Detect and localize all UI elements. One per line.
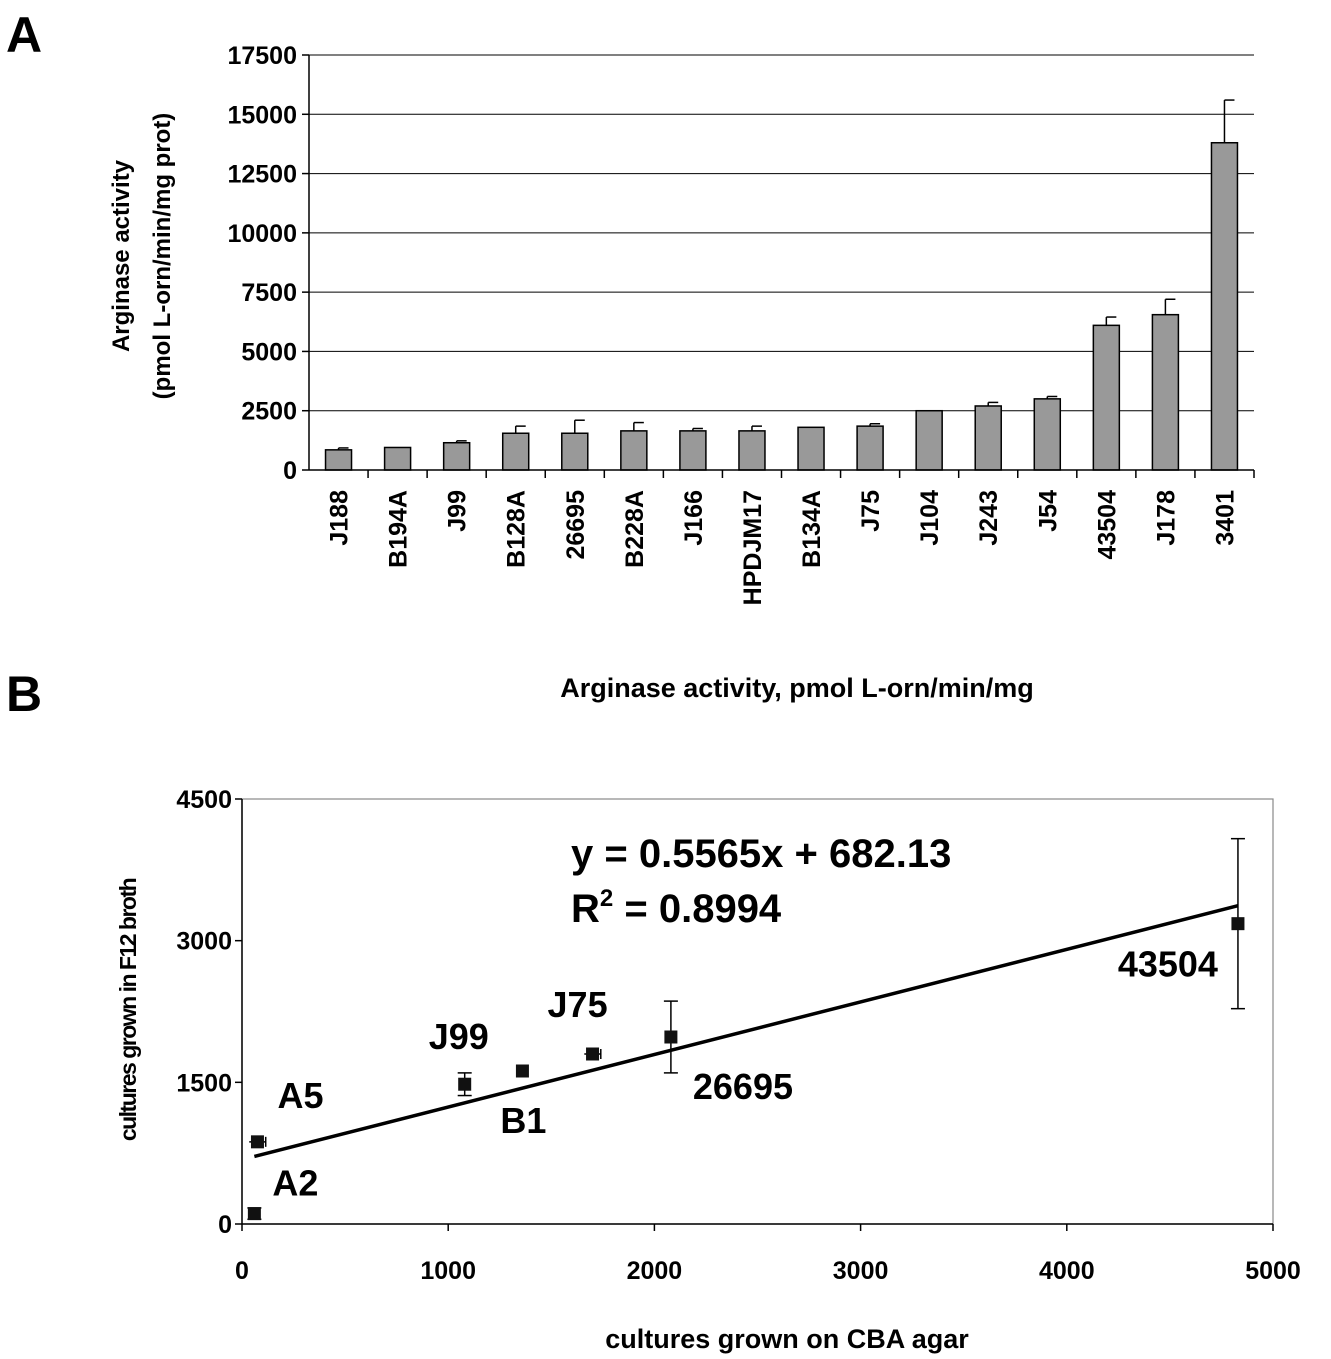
trendline-equation: y = 0.5565x + 682.13 (571, 832, 951, 876)
y-tick-label: 0 (218, 1211, 232, 1239)
scatter-chart: 0 1500 3000 4500 0 1000 2000 3000 4000 5000 A2 A5… (115, 786, 1301, 1354)
x-tick-label: 3401 (1211, 490, 1239, 546)
point-label: J75 (548, 984, 608, 1025)
x-tick-label: J188 (326, 490, 354, 546)
error-bars (337, 99, 1235, 450)
x-tick-label: 3000 (833, 1257, 889, 1285)
point-label: A5 (277, 1075, 323, 1116)
x-tick-label: 5000 (1245, 1257, 1301, 1285)
trendline (253, 904, 1239, 1159)
y-axis-label-line1: Arginase activity (108, 159, 135, 352)
y-tick-label: 0 (283, 457, 297, 485)
x-tick-label: B128A (503, 490, 531, 568)
bar-chart: 0 2500 5000 7500 10000 12500 15000 17500 J188 B1… (108, 42, 1255, 605)
x-tick-label: 0 (235, 1257, 249, 1285)
trendline-line (253, 904, 1239, 1159)
x-tick-label: 4000 (1039, 1257, 1095, 1285)
y-tick-label: 7500 (241, 279, 297, 307)
y-tick-label: 4500 (176, 786, 232, 814)
data-point (1231, 917, 1245, 931)
y-tick-label: 10000 (227, 220, 297, 248)
y-tick-label: 5000 (241, 338, 297, 366)
bar (1210, 141, 1239, 471)
x-tick-labels: J188 B194A J99 B128A 26695 B228A J166 HPDJM17 B1… (326, 490, 1240, 605)
y-tick-label: 3000 (176, 928, 232, 956)
y-tick-label: 1500 (176, 1069, 232, 1097)
x-tick-label: HPDJM17 (739, 490, 767, 605)
x-tick-label: B134A (798, 490, 826, 568)
bar (679, 430, 707, 471)
x-tick-label: J104 (916, 490, 944, 546)
bar (561, 432, 589, 471)
data-point (515, 1064, 529, 1078)
x-tick-label: J75 (857, 490, 885, 532)
bar (383, 446, 412, 471)
data-point (586, 1047, 600, 1061)
x-tick-label: B194A (385, 490, 413, 568)
y-tick-label: 12500 (227, 161, 297, 189)
y-tick-labels: 0 1500 3000 4500 (176, 786, 232, 1239)
x-tick-label: 26695 (562, 490, 590, 560)
r-squared: R2 = 0.8994 (571, 885, 782, 931)
y-tick-labels: 0 2500 5000 7500 10000 12500 15000 17500 (227, 42, 297, 485)
point-label: J99 (429, 1016, 489, 1057)
data-points (247, 917, 1245, 1221)
data-point (247, 1207, 261, 1221)
point-label: B1 (500, 1100, 546, 1141)
panel-b-header: Arginase activity, pmol L-orn/min/mg (560, 673, 1034, 703)
x-tick-label: J243 (975, 490, 1003, 546)
y-gridlines (302, 54, 1255, 478)
x-tick-label: 1000 (420, 1257, 476, 1285)
x-tick-label: J99 (444, 490, 472, 532)
axes (308, 55, 1254, 471)
point-label: 26695 (693, 1066, 793, 1107)
bar (501, 432, 530, 471)
panel-a-letter: A (6, 7, 42, 63)
point-labels: A2 A5 J99 B1 J75 26695 43504 (272, 944, 1218, 1204)
x-tick-label: J166 (680, 490, 708, 546)
x-tick-label: 43504 (1093, 490, 1121, 560)
bar (1033, 398, 1062, 471)
bar (915, 409, 943, 471)
plot-frame (235, 798, 1274, 1231)
bar (797, 426, 825, 471)
y-tick-label: 17500 (227, 42, 297, 70)
bar (1151, 313, 1180, 471)
x-tick-label: J178 (1152, 490, 1180, 546)
bar (324, 449, 353, 471)
bar (974, 405, 1002, 471)
bar (442, 441, 471, 471)
bar (856, 425, 884, 471)
y-tick-label: 15000 (227, 101, 297, 129)
point-label: 43504 (1118, 944, 1218, 985)
x-tick-labels: 0 1000 2000 3000 4000 5000 (235, 1257, 1301, 1285)
bar (738, 430, 766, 471)
bar (620, 430, 648, 471)
bar (1092, 324, 1121, 471)
y-axis-label-line2: (pmol L-orn/min/mg prot) (149, 113, 176, 400)
x-tick-label: J54 (1034, 490, 1062, 532)
x-axis-label: cultures grown on CBA agar (605, 1324, 969, 1354)
y-axis-label: cultures grown in F12 broth (115, 878, 141, 1141)
x-tick-label: B228A (621, 490, 649, 568)
data-point (664, 1030, 678, 1044)
data-point (250, 1135, 264, 1149)
bars (324, 141, 1239, 471)
y-tick-label: 2500 (241, 398, 297, 426)
data-point (458, 1077, 472, 1091)
panel-b-letter: B (6, 666, 42, 722)
x-tick-label: 2000 (627, 1257, 683, 1285)
point-label: A2 (272, 1163, 318, 1204)
